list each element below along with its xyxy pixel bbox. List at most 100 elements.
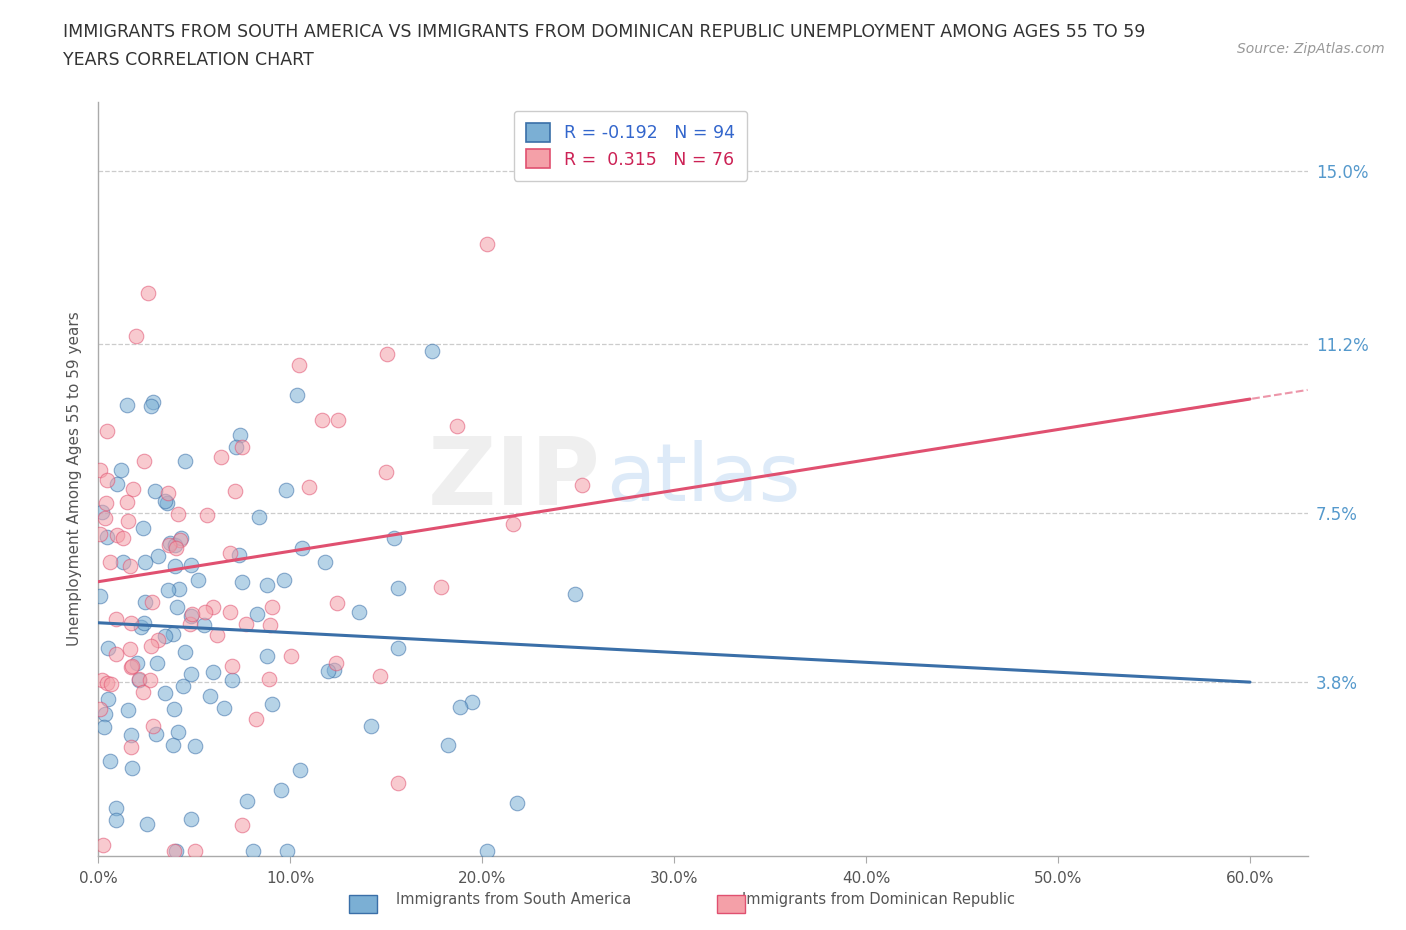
Point [157,538,180,552]
Point [155,494,177,509]
Point [118,642,141,657]
Point [231,575,253,590]
Point [111,530,134,545]
Point [112,554,135,569]
Point [105,477,128,492]
Point [165,540,187,555]
Point [326,412,349,427]
Point [129,619,152,634]
Point [155,685,177,700]
Point [169,533,191,548]
Point [420,344,443,359]
Point [276,483,298,498]
Text: Immigrants from South America: Immigrants from South America [395,892,631,907]
Point [571,478,593,493]
Point [97,691,120,706]
Point [436,737,458,752]
Point [90,504,112,519]
Point [165,538,187,552]
Point [231,440,253,455]
Point [145,655,167,670]
Point [89,462,111,477]
Point [325,656,347,671]
Point [322,662,344,677]
Point [360,718,382,733]
Point [259,618,281,632]
Point [120,659,142,674]
Point [145,726,167,741]
Point [104,813,127,828]
Point [375,346,398,361]
Point [104,612,127,627]
Point [285,388,308,403]
Point [169,581,191,596]
Point [316,663,339,678]
Point [225,440,247,455]
Point [200,689,222,704]
Point [256,578,278,592]
Point [118,558,141,573]
Point [163,844,186,858]
Point [138,672,160,687]
Point [221,672,243,687]
Point [228,548,250,563]
Point [229,427,252,442]
Text: atlas: atlas [606,440,800,518]
Point [311,412,333,427]
Point [314,554,336,569]
Point [430,579,453,594]
Point [94,707,117,722]
Point [132,684,155,699]
Text: YEARS CORRELATION CHART: YEARS CORRELATION CHART [63,51,314,69]
Point [132,453,155,468]
Point [96,473,118,488]
Point [100,753,122,768]
Point [280,649,302,664]
Point [174,644,197,659]
Point [184,844,207,858]
Point [256,649,278,664]
Point [142,719,165,734]
Point [165,558,187,573]
Point [368,669,391,684]
Point [184,738,207,753]
Point [170,530,193,545]
Point [156,496,179,511]
Point [298,479,321,494]
Point [235,617,257,631]
Point [153,629,176,644]
Point [242,844,264,858]
Point [115,397,138,412]
Point [162,737,184,752]
Point [117,513,139,528]
Point [96,423,118,438]
Point [205,627,228,642]
Point [134,616,156,631]
Point [246,606,269,621]
Point [449,699,471,714]
Point [172,678,194,693]
Point [148,632,170,647]
Point [218,546,240,561]
Point [128,671,150,686]
Point [173,454,195,469]
Point [180,609,202,624]
Point [288,763,311,777]
Point [347,604,370,619]
Point [211,450,233,465]
Point [179,617,201,631]
Point [120,727,142,742]
Point [195,508,218,523]
Point [387,580,409,595]
Point [139,638,162,653]
Point [142,394,165,409]
Text: ZIP: ZIP [427,433,600,525]
Point [180,667,202,682]
Point [141,594,163,609]
Point [121,481,143,496]
Point [105,801,128,816]
Point [97,641,120,656]
Point [194,604,217,619]
Point [163,702,186,717]
Point [96,529,118,544]
